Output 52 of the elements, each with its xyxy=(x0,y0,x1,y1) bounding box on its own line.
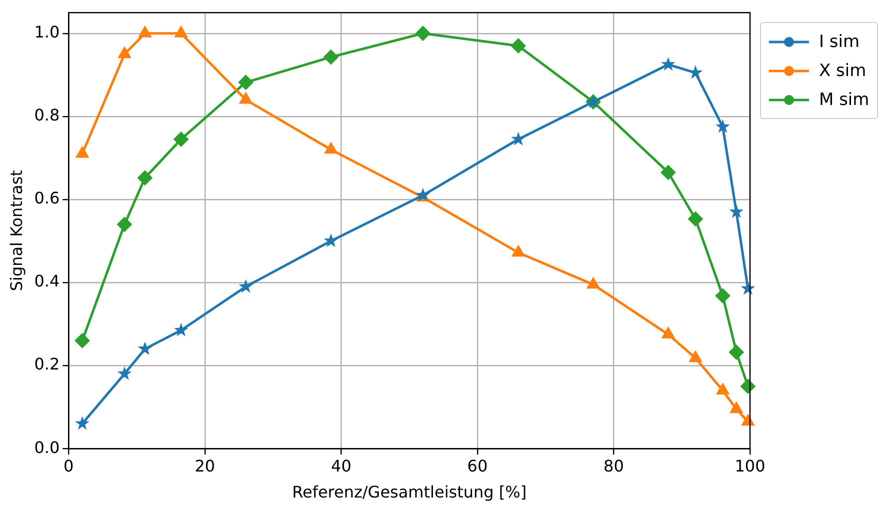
point xyxy=(74,333,90,348)
point xyxy=(238,74,254,90)
point xyxy=(729,204,744,218)
x-tick-label: 100 xyxy=(734,456,766,476)
point xyxy=(728,344,744,360)
point xyxy=(324,233,338,248)
point xyxy=(324,142,338,154)
point xyxy=(662,326,675,338)
point xyxy=(76,146,89,158)
point xyxy=(716,119,730,133)
point xyxy=(586,277,600,289)
y-tick-label: 0.2 xyxy=(34,354,60,374)
point xyxy=(138,26,152,38)
y-tick-label: 0.0 xyxy=(34,438,60,457)
point xyxy=(512,245,525,257)
x-tick-label: 40 xyxy=(331,456,352,476)
point xyxy=(510,38,526,54)
point xyxy=(174,132,189,147)
point xyxy=(688,350,702,362)
point xyxy=(415,26,430,41)
point xyxy=(715,288,730,304)
x-tick-label: 0 xyxy=(64,456,74,476)
point xyxy=(137,170,152,186)
point xyxy=(661,57,676,71)
point xyxy=(75,416,90,430)
point xyxy=(174,26,188,38)
point xyxy=(138,341,152,356)
y-tick-label: 0.8 xyxy=(34,106,60,125)
point xyxy=(730,402,743,414)
legend-label: I sim xyxy=(819,32,860,52)
y-tick-label: 0.6 xyxy=(34,188,60,208)
y-tick-label: 1.0 xyxy=(34,22,60,42)
point xyxy=(741,414,755,426)
x-axis-title: Referenz/Gesamtleistung [%] xyxy=(292,482,527,502)
point xyxy=(511,132,526,146)
legend-label: X sim xyxy=(819,60,866,80)
point xyxy=(716,382,730,394)
y-tick-label: 0.4 xyxy=(34,272,60,291)
point xyxy=(323,50,338,65)
x-tick-label: 80 xyxy=(604,456,624,476)
point xyxy=(688,211,703,226)
x-tick-label: 20 xyxy=(194,456,216,476)
legend-label: M sim xyxy=(819,90,870,110)
point xyxy=(117,216,132,232)
x-tick-label: 60 xyxy=(467,456,488,476)
point xyxy=(239,92,252,104)
point xyxy=(174,322,188,336)
point xyxy=(118,46,132,58)
point xyxy=(660,164,676,180)
point xyxy=(238,279,253,293)
y-axis-title: Signal Kontrast xyxy=(6,170,26,292)
point xyxy=(117,366,132,380)
